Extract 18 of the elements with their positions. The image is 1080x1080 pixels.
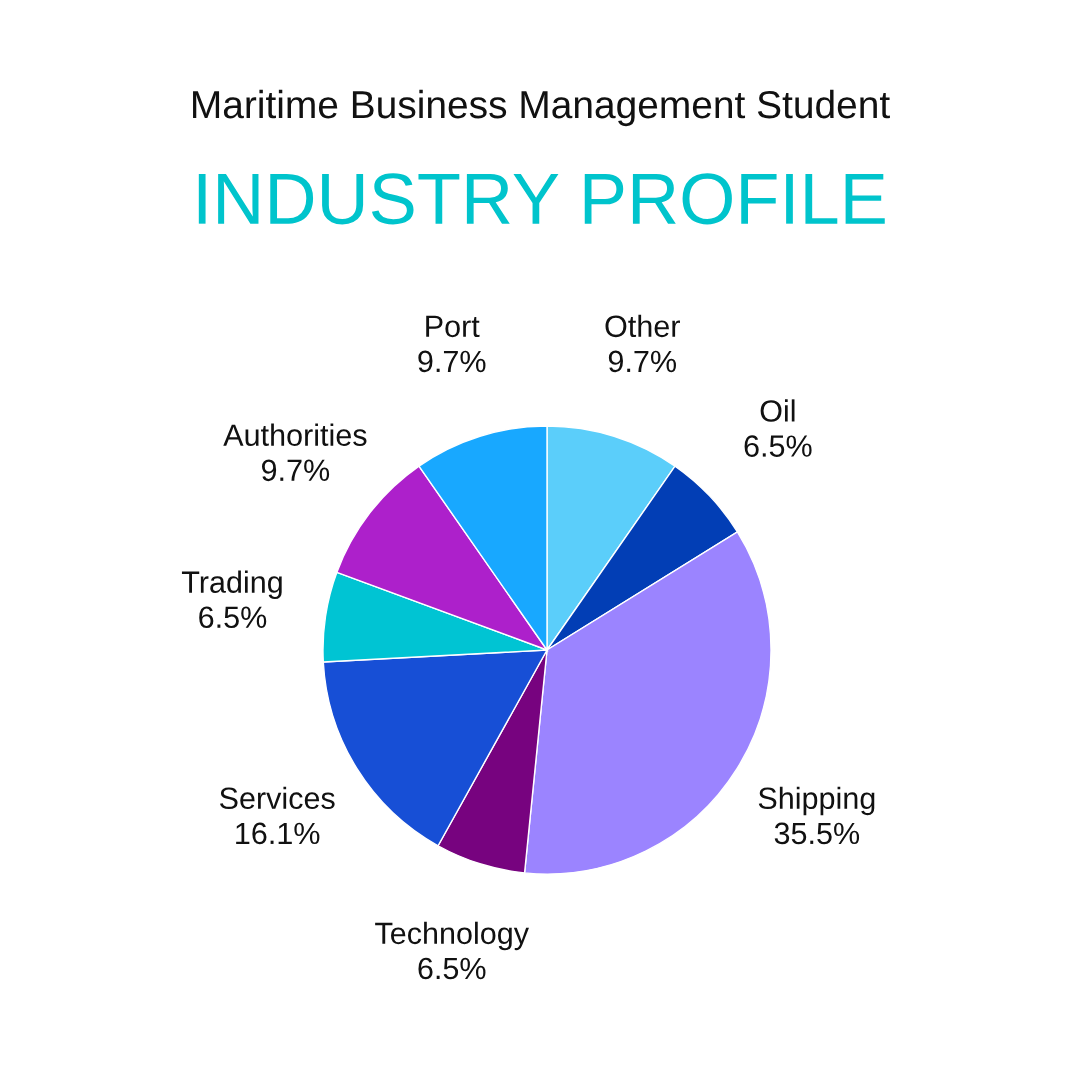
chart-subtitle: Maritime Business Management Student — [193, 89, 890, 127]
data-label: 6.5% — [418, 957, 486, 980]
slice-label: Other — [605, 314, 680, 338]
data-label: 9.7% — [608, 350, 676, 373]
data-label: 6.5% — [199, 606, 267, 629]
data-label: 6.5% — [744, 435, 812, 457]
slice-label: Trading — [181, 570, 282, 599]
data-label: 35.5% — [774, 822, 860, 845]
data-label: 9.7% — [262, 459, 330, 482]
slice-label: Shipping — [758, 786, 875, 816]
slice-label: Port — [426, 315, 480, 338]
data-label: 16.1% — [236, 822, 320, 845]
slice-label: Services — [219, 786, 335, 810]
data-label: 9.7% — [418, 350, 486, 373]
chart-title: INDUSTRY PROFILE — [198, 173, 885, 225]
slice-label: Oil — [760, 399, 795, 422]
slice-label: Technology — [375, 921, 529, 951]
slice-label: Authorities — [223, 423, 367, 446]
